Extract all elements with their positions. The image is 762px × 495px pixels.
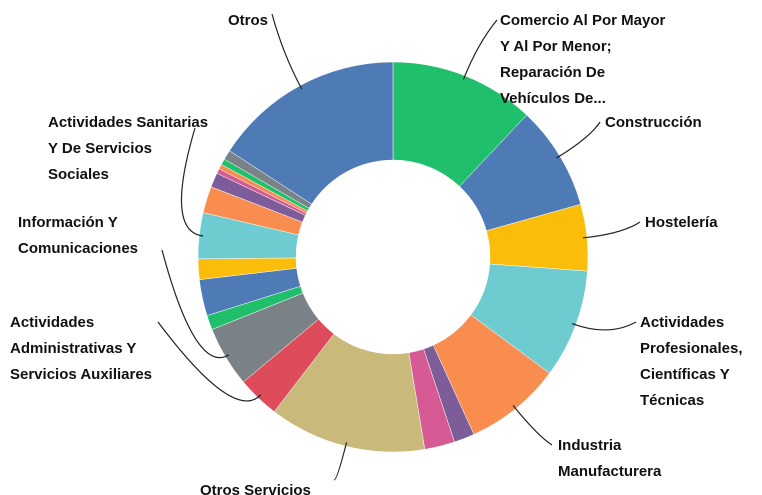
slice-label: Actividades Sanitarias Y De Servicios So… — [48, 114, 209, 183]
leader-line — [462, 19, 498, 80]
leader-line — [556, 121, 601, 159]
slice-label: Otros — [227, 12, 268, 29]
slice — [229, 61, 394, 205]
slice-label: Información Y Comunicaciones — [18, 214, 139, 257]
leader-line — [333, 442, 348, 481]
leader-line — [582, 221, 641, 239]
leader-line — [512, 405, 553, 446]
slice-label: Hostelería — [645, 214, 718, 231]
leader-line — [271, 13, 303, 90]
leader-line — [161, 249, 230, 359]
leader-line — [180, 127, 204, 237]
leader-line — [157, 321, 262, 402]
slice-label: Industria Manufacturera — [558, 437, 662, 480]
slice-label: Comercio Al Por Mayor Y Al Por Menor; Re… — [500, 12, 666, 107]
slice-label: Actividades Administrativas Y Servicios … — [10, 314, 153, 383]
leader-line — [571, 321, 637, 331]
slice-label: Construcción — [605, 114, 702, 131]
slice-label: Actividades Profesionales, Científicas Y… — [640, 314, 743, 409]
slice-label: Otros Servicios — [200, 482, 311, 495]
